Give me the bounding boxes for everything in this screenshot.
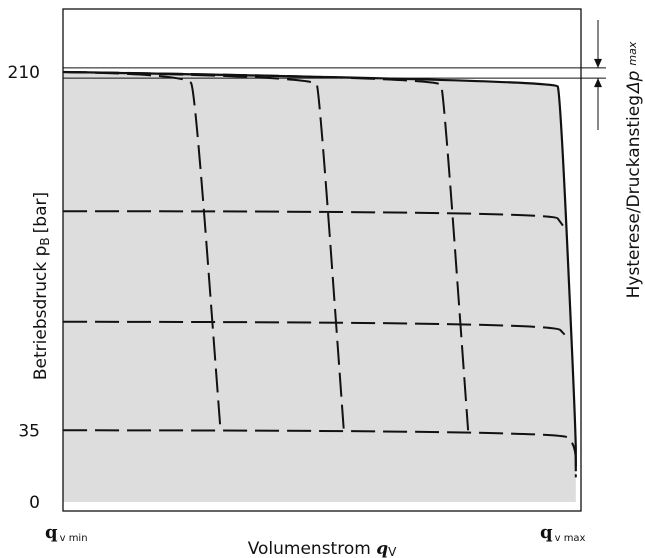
curve-layer [62, 70, 577, 478]
x-tick-max-main: q [540, 522, 553, 543]
y-axis-title-text: Betriebsdruck p [31, 246, 51, 381]
x-axis-title-symbol: q [376, 539, 388, 558]
y-tick-label-35: 35 [18, 421, 40, 441]
y-axis-title: Betriebsdruck pB [bar] [31, 192, 52, 380]
dashed-characteristic-curve-5 [62, 320, 569, 339]
y-axis-title-unit: [bar] [31, 192, 51, 233]
hysteresis-annotation-label: Hysterese/DruckanstiegΔp max [624, 41, 644, 298]
annotation-guide-layer [63, 20, 606, 130]
hysteresis-annotation-text: Hysterese/Druckanstieg [624, 95, 644, 298]
y-axis-ticks: 0 35 210 [8, 63, 40, 513]
x-tick-min-sub: v min [60, 533, 88, 544]
y-tick-label-210: 210 [8, 63, 40, 83]
x-tick-max-sub: v max [555, 533, 586, 544]
hysteresis-arrow-up-icon [594, 78, 602, 88]
dashed-characteristic-curve-4 [62, 210, 564, 227]
operating-area-fill [63, 72, 576, 502]
hysteresis-arrow-down-icon [594, 58, 602, 68]
hysteresis-annotation-symbol-sub: max [626, 41, 639, 65]
x-axis-title-text: Volumenstrom [248, 539, 371, 558]
dashed-characteristic-curve-3 [62, 71, 470, 431]
x-axis-title-symbol-sub: V [388, 545, 397, 558]
x-axis-title: Volumenstrom qV [248, 539, 397, 558]
plot-frame [62, 8, 582, 512]
operating-area-fill-layer [63, 72, 576, 502]
y-axis-title-sub: B [38, 237, 52, 245]
y-tick-label-0: 0 [29, 493, 40, 513]
dashed-characteristic-curve-6 [62, 429, 577, 478]
x-tick-min-main: q [45, 522, 58, 543]
hysteresis-annotation-symbol: Δp [624, 70, 644, 95]
